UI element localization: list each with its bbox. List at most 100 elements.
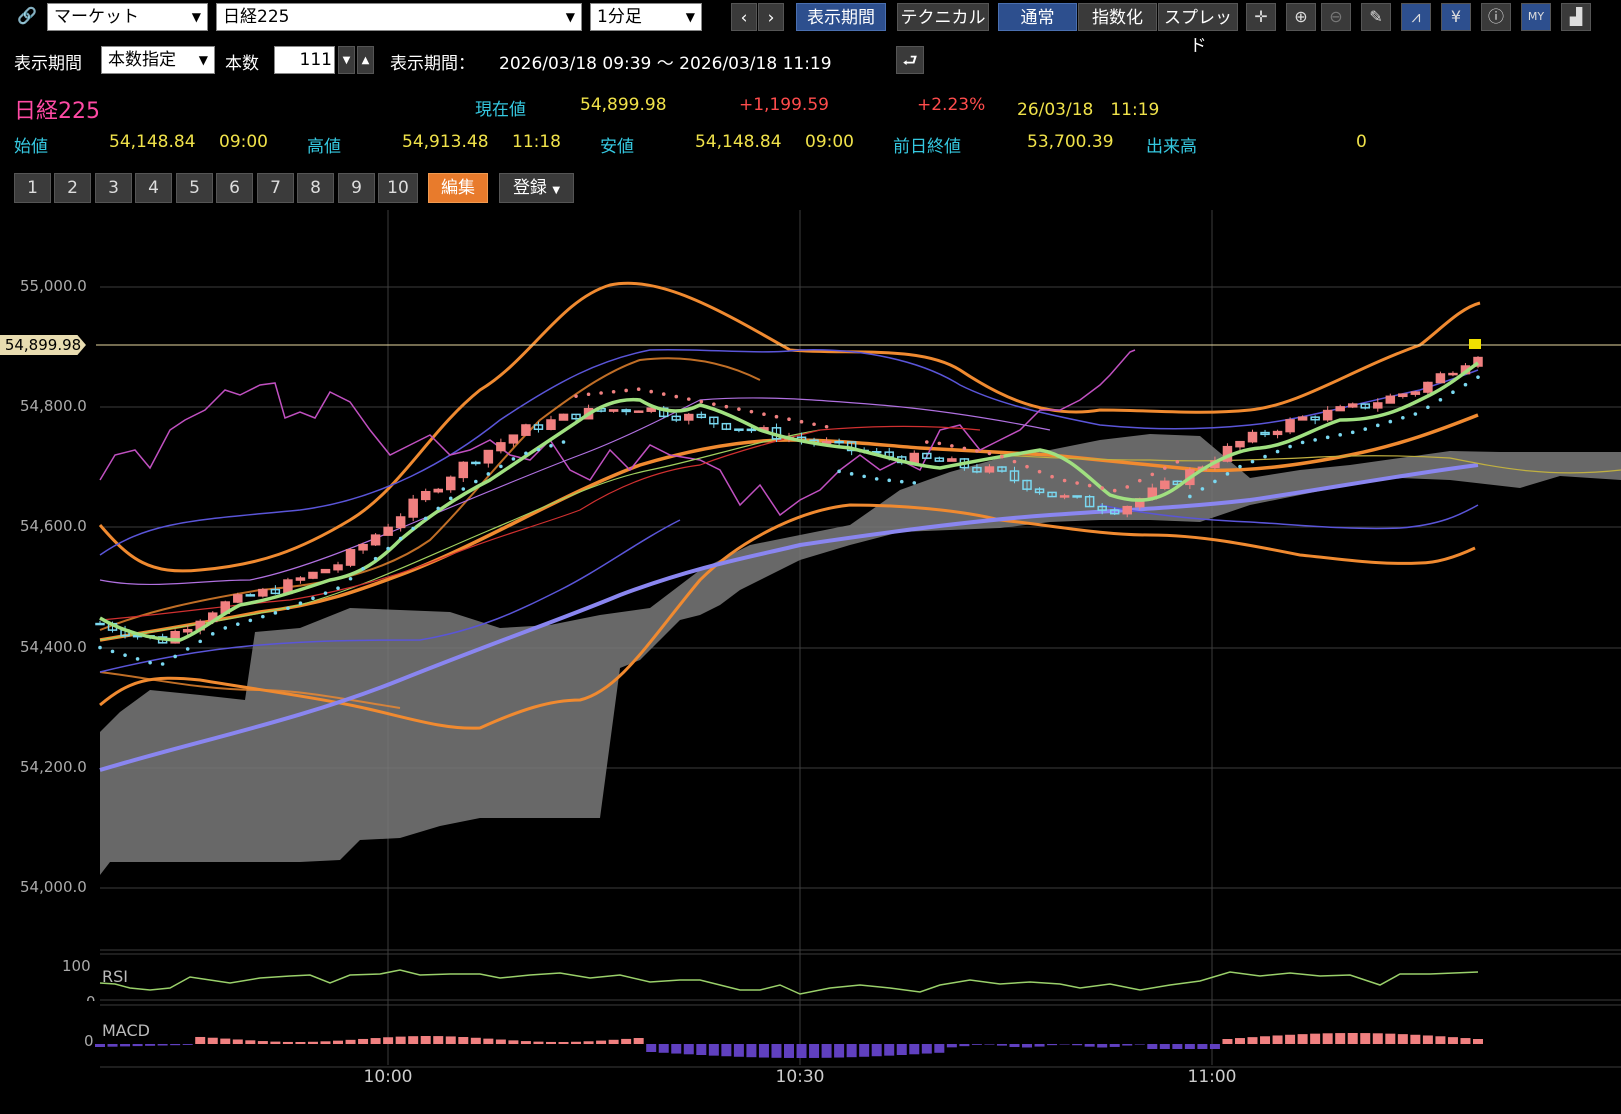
sar-dot [1062,478,1067,483]
high-value: 54,913.48 [402,132,489,152]
candle-body [395,516,406,529]
period-button[interactable]: 表示期間 [796,3,886,31]
count-up-button[interactable]: ▲ [357,46,374,74]
candle-body [1297,416,1308,421]
candle-body [1247,431,1258,443]
normal-button[interactable]: 通常 [998,3,1077,31]
macd-bar [721,1044,732,1057]
technical-button[interactable]: テクニカル [897,3,989,31]
candle-body [1272,430,1283,436]
sar-dot [724,404,729,409]
sar-dot [1451,390,1455,395]
index-button[interactable]: 指数化 [1078,3,1157,31]
crosshair-icon[interactable]: ✛ [1246,3,1276,31]
mode-select[interactable]: 本数指定 ▼ [101,46,215,74]
candle-body [1059,495,1070,498]
candle-body [420,490,431,501]
macd-bar [834,1044,845,1058]
low-label: 安値 [600,137,634,157]
macd-bar [120,1044,131,1047]
quote-datetime: 26/03/18 11:19 [1017,100,1160,120]
next-button[interactable]: › [758,3,784,31]
candle-body [709,416,719,425]
macd-bar [884,1044,895,1056]
candle-body [170,631,180,644]
sar-dot [1188,494,1192,499]
area-chart-icon[interactable]: ▟ [1561,3,1591,31]
register-button[interactable]: 登録 ▼ [499,173,574,203]
sar-dot [474,479,478,484]
macd-bar [1360,1033,1371,1044]
tab-10[interactable]: 10 [378,173,418,203]
tab-7[interactable]: 7 [257,173,294,203]
my-icon[interactable]: MY [1521,3,1551,31]
zoom-in-icon[interactable]: ⊕ [1286,3,1316,31]
candle-body [1360,403,1371,409]
macd-bar [984,1044,995,1045]
tab-8[interactable]: 8 [297,173,334,203]
market-select[interactable]: マーケット ▼ [47,3,208,31]
macd-bar [809,1044,820,1058]
symbol-select[interactable]: 日経225 ▼ [216,3,582,31]
count-down-button[interactable]: ▼ [338,46,355,74]
link-icon[interactable]: 🔗 [17,6,37,25]
sar-dot [323,591,328,595]
tab-6[interactable]: 6 [216,173,253,203]
candle-body [1260,431,1270,436]
tab-4[interactable]: 4 [135,173,172,203]
ichimoku-cloud [100,434,1621,875]
sar-dot [1375,423,1380,428]
candle-body [1335,406,1345,412]
sar-dot [674,394,679,399]
x-tick-label: 11:00 [1187,1067,1237,1087]
sar-dot [1413,412,1418,416]
zoom-out-icon[interactable]: ⊖ [1321,3,1351,31]
prev-close-value: 53,700.39 [1027,132,1114,152]
sar-dot [912,481,917,485]
macd-bar [370,1038,381,1044]
yen-icon[interactable]: ¥ [1441,3,1471,31]
tab-5[interactable]: 5 [176,173,213,203]
candle-body [997,466,1007,472]
prev-button[interactable]: ‹ [731,3,757,31]
tab-2[interactable]: 2 [54,173,91,203]
spread-button[interactable]: スプレッド [1158,3,1238,56]
tab-9[interactable]: 9 [338,173,375,203]
chart-tool-icon[interactable]: ⩘ [1401,3,1431,31]
macd-bar [1159,1044,1170,1049]
sar-dot [1087,483,1092,488]
sar-dot [148,660,152,665]
sar-dot [1300,440,1305,445]
price-chart[interactable] [0,205,1621,1114]
count-input[interactable] [274,46,335,74]
candle-body [508,434,519,444]
edit-button[interactable]: 編集 [428,173,488,203]
candle-body [984,466,995,473]
high-time: 11:18 [512,132,561,152]
tab-1[interactable]: 1 [14,173,51,203]
info-icon[interactable]: ⓘ [1481,3,1511,31]
pencil-icon[interactable]: ✎ [1361,3,1391,31]
macd-bar [207,1037,218,1044]
sar-dot [398,536,403,541]
register-label: 登録 [512,178,547,198]
sar-dot [1125,485,1130,489]
candle-body [546,419,556,430]
macd-histogram [95,1033,1483,1058]
candle-body [471,461,481,465]
candle-body [270,588,281,595]
candle-body [345,549,356,566]
candle-body [245,594,256,597]
y-tick-label: 54,000.0 [20,878,87,896]
candle-body [696,413,707,419]
macd-bar [758,1044,769,1058]
macd-bar [934,1044,945,1053]
low-value: 54,148.84 [695,132,782,152]
current-value: 54,899.98 [580,95,667,115]
interval-select[interactable]: 1分足 ▼ [590,3,702,31]
macd-bar [282,1041,293,1044]
tab-3[interactable]: 3 [95,173,132,203]
return-icon[interactable]: ⮐ [896,46,924,74]
market-select-value: マーケット [54,7,139,27]
sar-dot [1350,430,1355,435]
